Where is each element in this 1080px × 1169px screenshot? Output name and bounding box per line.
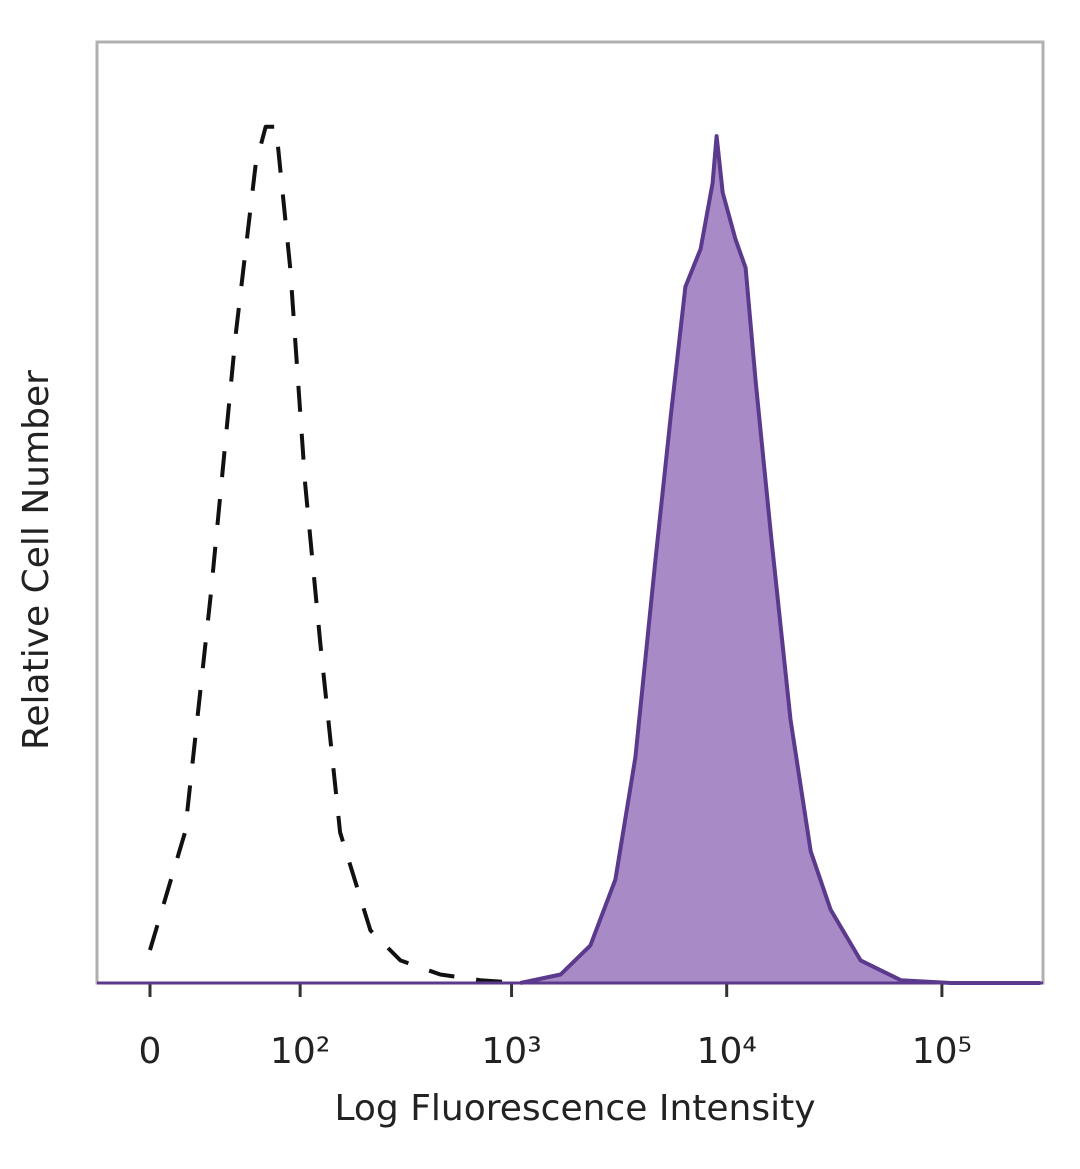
x-tick-label: 0 (139, 1031, 162, 1072)
x-tick-label: 10⁵ (912, 1031, 972, 1072)
x-tick-label: 10² (270, 1031, 330, 1072)
histogram-line (148, 124, 521, 985)
plot-frame (95, 40, 1045, 985)
x-tick-label: 10⁴ (697, 1031, 757, 1072)
x-tick-label: 10³ (481, 1031, 541, 1072)
histogram-area (519, 134, 1041, 985)
y-axis-label: Relative Cell Number (16, 370, 57, 750)
x-axis-label: Log Fluorescence Intensity (334, 1088, 815, 1129)
